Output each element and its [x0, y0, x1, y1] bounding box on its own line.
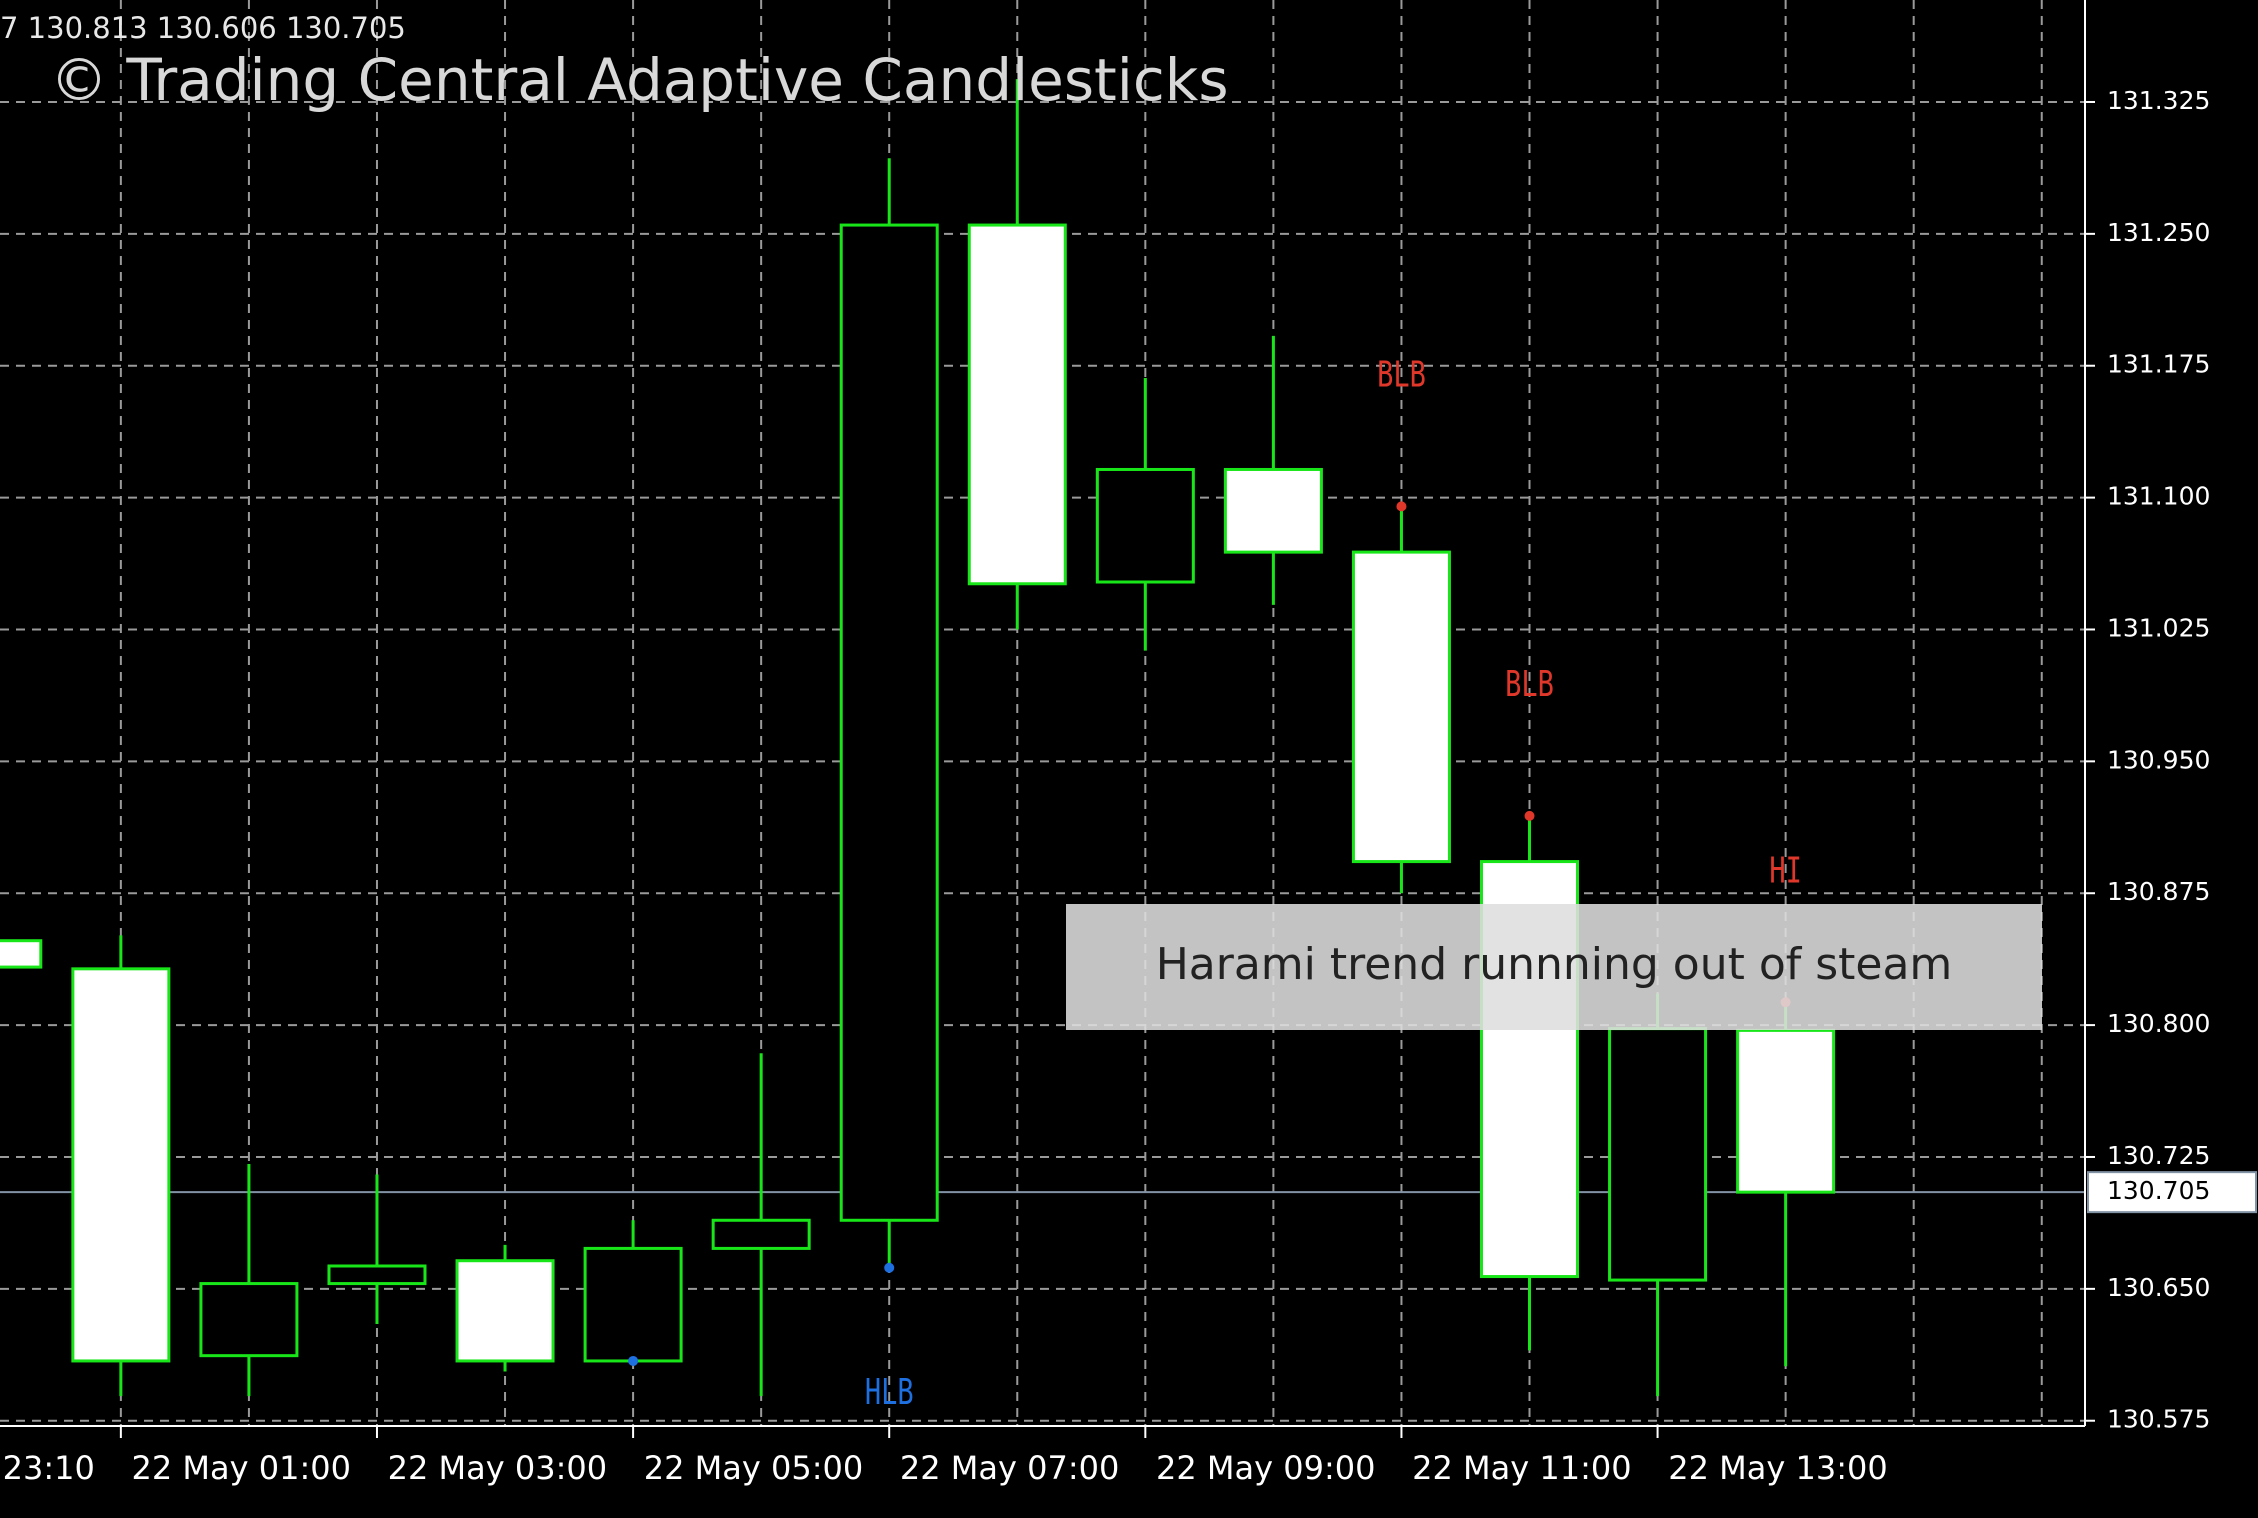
candle-body — [1608, 1027, 1708, 1282]
x-tick-label: 22 May 07:00 — [900, 1449, 1119, 1487]
plot: HLB BLB BLB HI — [0, 79, 2085, 1413]
tooltip-text: Harami trend runnning out of steam — [1156, 939, 1953, 990]
candle-body — [71, 967, 171, 1363]
y-tick-label: 130.950 — [2107, 745, 2210, 774]
y-tick-label: 131.025 — [2107, 613, 2210, 642]
current-price-label: 130.705 — [2107, 1176, 2210, 1205]
y-tick-label: 131.250 — [2107, 218, 2210, 247]
pattern-dot — [1396, 501, 1407, 512]
y-tick-label: 131.325 — [2107, 86, 2210, 115]
y-tick-label: 130.575 — [2107, 1405, 2210, 1434]
x-tick-label: 22 May 11:00 — [1412, 1449, 1631, 1487]
y-tick-label: 131.175 — [2107, 350, 2210, 379]
candle-body — [1095, 467, 1195, 584]
candle-body — [0, 939, 43, 969]
candle-body — [839, 223, 939, 1222]
x-tick-label: 22 May 01:00 — [132, 1449, 351, 1487]
x-tick-label: 22 May 13:00 — [1668, 1449, 1887, 1487]
pattern-dot — [884, 1262, 895, 1273]
tooltip: Harami trend runnning out of steam — [1066, 904, 2042, 1030]
candle-body — [583, 1246, 683, 1363]
pattern-label: HI — [1769, 848, 1801, 891]
x-tick-label: 22 May 09:00 — [1156, 1449, 1375, 1487]
candle-body — [1223, 467, 1323, 554]
y-tick-label: 130.800 — [2107, 1009, 2210, 1038]
y-tick-label: 130.650 — [2107, 1273, 2210, 1302]
x-tick-label: 22 May 03:00 — [388, 1449, 607, 1487]
pattern-label: BLB — [1377, 353, 1426, 396]
candle-body — [199, 1282, 299, 1358]
pattern-label: BLB — [1505, 662, 1554, 705]
y-tick-label: 130.875 — [2107, 877, 2210, 906]
pattern-label: HLB — [865, 1370, 914, 1413]
candle-body — [711, 1218, 811, 1250]
axes: 130.575 130.650 130.725 130.800 130.875 130.9… — [3, 86, 2257, 1487]
x-tick-label: 22 May 05:00 — [644, 1449, 863, 1487]
chart-title: © Trading Central Adaptive Candlesticks — [50, 46, 1229, 114]
candle-body — [1736, 1028, 1836, 1194]
ohlc-header: 7 130.813 130.606 130.705 — [0, 11, 406, 45]
pattern-dot — [628, 1355, 639, 1366]
candle-body — [455, 1259, 555, 1363]
candle-body — [967, 223, 1067, 586]
x-tick-label: 23:10 — [3, 1449, 95, 1487]
candle-body — [1351, 550, 1451, 864]
pattern-dot — [1524, 810, 1535, 821]
current-price-box — [2087, 1171, 2257, 1214]
candle-body — [327, 1264, 427, 1286]
y-tick-label: 130.725 — [2107, 1141, 2210, 1170]
tooltip-box — [1066, 904, 2042, 1030]
y-tick-label: 131.100 — [2107, 482, 2210, 511]
